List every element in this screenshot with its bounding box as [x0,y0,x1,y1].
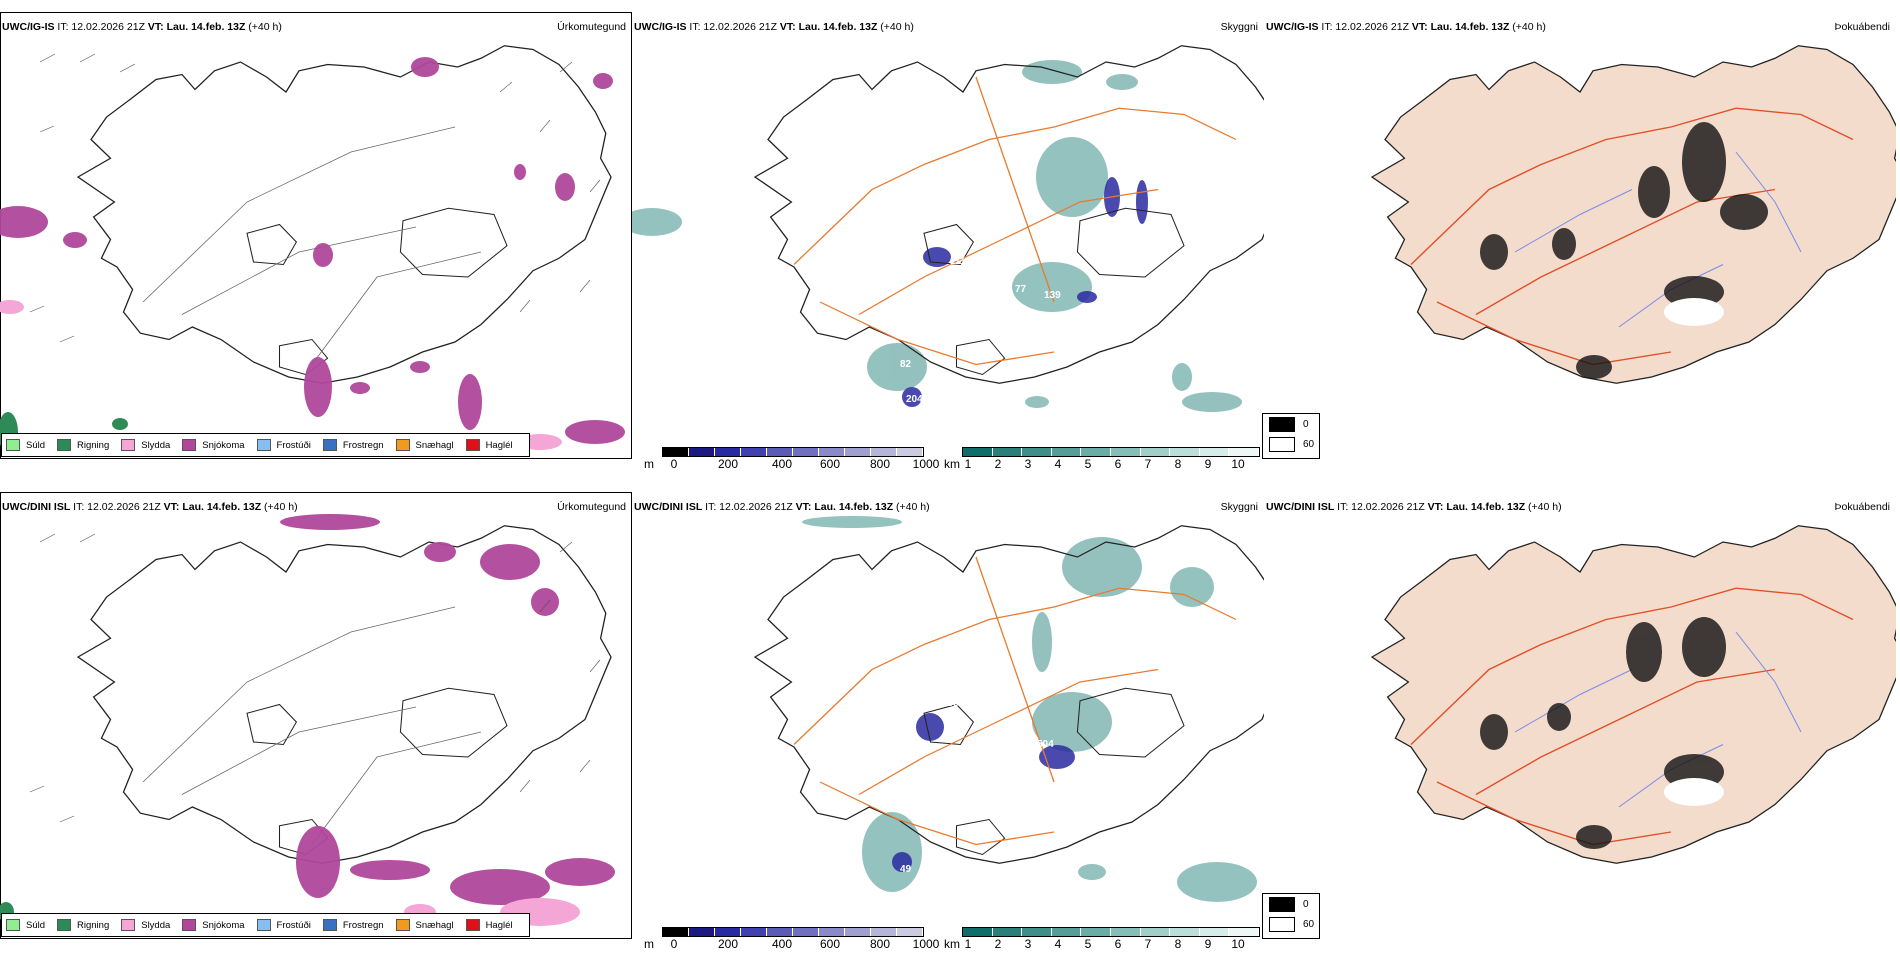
legend-item-snow: Snjókoma [182,439,245,451]
field-title: Úrkomutegund [557,21,626,33]
legend-swatch [57,919,72,931]
visibility-label: 111 [950,256,966,267]
legend-item-freezing-drizzle: Frostúði [256,919,311,931]
map-frame [0,12,632,459]
fog-legend: 0 60 [1262,893,1320,939]
visibility-label: 204 [906,394,923,405]
elevation-unit: m [644,937,654,951]
panel-header: UWC/IG-IS IT: 12.02.2026 21Z VT: Lau. 14… [1266,21,1890,33]
precip-legend: Súld Rigning Slydda Snjókoma Frostúði Fr… [1,913,530,937]
fog-legend-item: 60 [1269,914,1319,934]
elevation-scale: m 0 200 400 600 800 1000 [644,927,944,957]
visibility-label: 77 [1015,284,1027,295]
visibility-label: 82 [900,359,912,370]
legend-swatch [182,919,197,931]
legend-swatch [322,919,337,931]
legend-swatch [465,439,480,451]
fog-swatch [1269,416,1295,432]
legend-item-rain: Rigning [57,439,109,451]
visibility-scale: km 1 2 3 4 5 6 7 8 9 10 [944,447,1260,477]
legend-item-sleet: Slydda [121,439,170,451]
visibility-colorbar [962,927,1260,937]
legend-item-drizzle: Súld [6,439,45,451]
panel-header: UWC/DINI ISL IT: 12.02.2026 21Z VT: Lau.… [634,501,1258,513]
legend-item-freezing-rain: Frostregn [322,919,384,931]
legend-swatch [322,439,337,451]
legend-item-drizzle: Súld [6,919,45,931]
precip-type-map [0,45,625,452]
legend-swatch [6,919,20,931]
fog-legend-item: 60 [1269,434,1319,454]
visibility-label: 139 [1044,290,1061,301]
panel-visibility-igis: 111 77 139 82 204 UWC/IG-IS IT: 12.02.20… [632,12,1264,477]
field-title: Þokuábendi [1834,501,1890,513]
legend-swatch [6,439,20,451]
fog-swatch [1269,436,1295,452]
legend-swatch [395,919,410,931]
fog-legend: 0 60 [1262,413,1320,459]
map-frame [0,492,632,939]
legend-item-hail: Haglél [465,919,513,931]
panel-visibility-dini: 143 163 504 82 565 49 UWC/DINI ISL IT: 1… [632,492,1264,957]
legend-item-freezing-rain: Frostregn [322,439,384,451]
panel-precip-type-dini: UWC/DINI ISL IT: 12.02.2026 21Z VT: Lau.… [0,492,632,957]
legend-item-hail: Haglél [465,439,513,451]
legend-item-freezing-drizzle: Frostúði [256,439,311,451]
fog-swatch [1269,916,1295,932]
field-title: Skyggni [1220,501,1258,513]
fog-legend-item: 0 [1269,894,1319,914]
panel-fog-index-dini: UWC/DINI ISL IT: 12.02.2026 21Z VT: Lau.… [1264,492,1896,957]
legend-item-snow-pellets: Snæhagl [395,439,454,451]
legend-item-snow-pellets: Snæhagl [395,919,454,931]
legend-swatch [395,439,410,451]
visibility-label: 163 [942,698,959,709]
field-title: Skyggni [1220,21,1258,33]
visibility-unit: km [944,457,960,471]
panel-header: UWC/IG-IS IT: 12.02.2026 21Z VT: Lau. 14… [2,21,626,33]
visibility-map: 143 163 504 82 565 49 [754,516,1264,902]
visibility-scale: km 1 2 3 4 5 6 7 8 9 10 [944,927,1260,957]
visibility-colorbar [962,447,1260,457]
fog-map [1371,45,1896,384]
legend-swatch [256,919,271,931]
panel-precip-type-igis: UWC/IG-IS IT: 12.02.2026 21Z VT: Lau. 14… [0,12,632,477]
panel-header: UWC/DINI ISL IT: 12.02.2026 21Z VT: Lau.… [2,501,626,513]
fog-legend-item: 0 [1269,414,1319,434]
legend-swatch [182,439,197,451]
field-title: Þokuábendi [1834,21,1890,33]
panel-header: UWC/DINI ISL IT: 12.02.2026 21Z VT: Lau.… [1266,501,1890,513]
elevation-scale: m 0 200 400 600 800 1000 [644,447,944,477]
precip-type-map [0,514,615,926]
fog-swatch [1269,896,1295,912]
legend-swatch [57,439,72,451]
elevation-colorbar [662,447,924,457]
visibility-label: 565 [907,809,924,820]
legend-item-snow: Snjókoma [182,919,245,931]
elevation-unit: m [644,457,654,471]
panel-fog-index-igis: UWC/IG-IS IT: 12.02.2026 21Z VT: Lau. 14… [1264,12,1896,477]
visibility-label: 143 [872,718,889,729]
panel-header: UWC/IG-IS IT: 12.02.2026 21Z VT: Lau. 14… [634,21,1258,33]
visibility-label: 504 [1037,739,1054,750]
visibility-label: 49 [900,864,912,875]
precip-legend: Súld Rigning Slydda Snjókoma Frostúði Fr… [1,433,530,457]
legend-swatch [121,439,136,451]
visibility-label: 82 [1022,754,1034,765]
elevation-colorbar [662,927,924,937]
legend-item-rain: Rigning [57,919,109,931]
legend-swatch [256,439,271,451]
legend-swatch [465,919,480,931]
field-title: Úrkomutegund [557,501,626,513]
visibility-map: 111 77 139 82 204 [632,45,1264,412]
fog-map [1371,525,1896,864]
legend-swatch [121,919,136,931]
legend-item-sleet: Slydda [121,919,170,931]
visibility-unit: km [944,937,960,951]
